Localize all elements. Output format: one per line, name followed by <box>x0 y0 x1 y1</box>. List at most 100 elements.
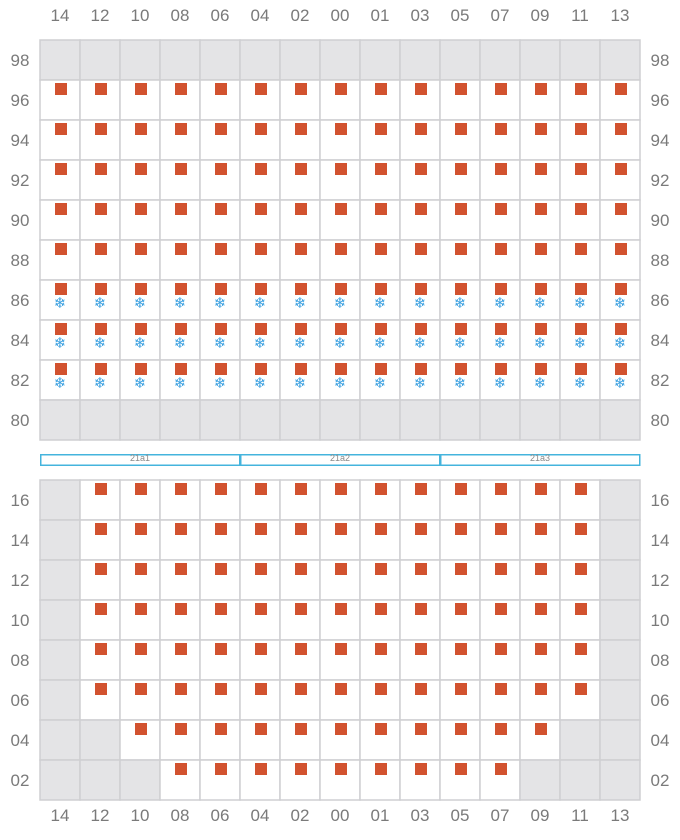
unavailable-slot <box>119 39 161 81</box>
row-label-left: 92 <box>11 171 30 190</box>
container-square-icon <box>255 123 267 135</box>
container-square-icon <box>295 483 307 495</box>
snowflake-icon: ❄ <box>294 374 307 392</box>
container-square-icon <box>215 763 227 775</box>
row-label-right: 90 <box>651 211 670 230</box>
container-square-icon <box>455 483 467 495</box>
unavailable-slot <box>519 759 561 801</box>
column-label: 01 <box>371 6 390 25</box>
container-square-icon <box>255 283 267 295</box>
column-label: 06 <box>211 806 230 825</box>
container-square-icon <box>455 163 467 175</box>
bay-slot[interactable] <box>239 119 281 161</box>
container-square-icon <box>535 163 547 175</box>
container-square-icon <box>135 603 147 615</box>
row-label-right: 04 <box>651 731 670 750</box>
hatch-cover-21a2[interactable] <box>240 454 441 466</box>
container-square-icon <box>255 683 267 695</box>
bay-slot[interactable] <box>79 119 121 161</box>
container-square-icon <box>55 283 67 295</box>
container-square-icon <box>495 283 507 295</box>
container-square-icon <box>535 363 547 375</box>
container-square-icon <box>135 203 147 215</box>
container-square-icon <box>535 123 547 135</box>
bay-slot[interactable] <box>239 759 281 801</box>
lower-bay: 16 16 14 14 12 12 10 10 08 08 06 06 04 04 02 02 <box>11 479 670 801</box>
container-square-icon <box>255 483 267 495</box>
container-square-icon <box>295 603 307 615</box>
container-square-icon <box>535 603 547 615</box>
unavailable-slot <box>239 39 281 81</box>
container-square-icon <box>335 283 347 295</box>
container-square-icon <box>255 523 267 535</box>
container-square-icon <box>375 243 387 255</box>
container-square-icon <box>295 243 307 255</box>
row-label-right: 86 <box>651 291 670 310</box>
row-label-left: 04 <box>11 731 30 750</box>
container-square-icon <box>415 603 427 615</box>
container-square-icon <box>575 243 587 255</box>
container-square-icon <box>535 643 547 655</box>
container-square-icon <box>535 523 547 535</box>
row-label-left: 84 <box>11 331 30 350</box>
container-square-icon <box>375 323 387 335</box>
unavailable-slot <box>39 399 81 441</box>
container-square-icon <box>175 683 187 695</box>
hatch-label: 21a1 <box>130 453 150 463</box>
snowflake-icon: ❄ <box>214 374 227 392</box>
unavailable-slot <box>399 39 441 81</box>
container-square-icon <box>535 83 547 95</box>
container-square-icon <box>495 563 507 575</box>
container-square-icon <box>415 243 427 255</box>
container-square-icon <box>415 643 427 655</box>
container-square-icon <box>575 683 587 695</box>
container-square-icon <box>135 483 147 495</box>
unavailable-slot <box>39 759 81 801</box>
unavailable-slot <box>599 399 641 441</box>
container-square-icon <box>175 563 187 575</box>
container-square-icon <box>535 683 547 695</box>
container-square-icon <box>335 123 347 135</box>
unavailable-slot <box>39 639 81 681</box>
container-square-icon <box>255 603 267 615</box>
container-square-icon <box>615 83 627 95</box>
bay-slot[interactable] <box>479 239 521 281</box>
container-square-icon <box>415 563 427 575</box>
row-label-left: 14 <box>11 531 30 550</box>
container-square-icon <box>455 203 467 215</box>
hatch-cover-21a1[interactable] <box>40 454 241 466</box>
container-square-icon <box>215 83 227 95</box>
bay-slot[interactable] <box>39 159 81 201</box>
bay-slot[interactable] <box>159 239 201 281</box>
container-square-icon <box>295 163 307 175</box>
hatch-cover-21a3[interactable] <box>440 454 641 466</box>
container-square-icon <box>575 163 587 175</box>
row-label-right: 94 <box>651 131 670 150</box>
container-square-icon <box>95 643 107 655</box>
column-label: 05 <box>451 806 470 825</box>
container-square-icon <box>335 563 347 575</box>
hatch-cover-strip: 21a1 21a2 21a3 <box>40 453 641 466</box>
snowflake-icon: ❄ <box>294 294 307 312</box>
container-square-icon <box>575 483 587 495</box>
column-label: 06 <box>211 6 230 25</box>
container-square-icon <box>95 323 107 335</box>
container-square-icon <box>375 683 387 695</box>
container-square-icon <box>295 723 307 735</box>
unavailable-slot <box>319 399 361 441</box>
container-square-icon <box>135 283 147 295</box>
snowflake-icon: ❄ <box>214 294 227 312</box>
container-square-icon <box>375 203 387 215</box>
unavailable-slot <box>39 559 81 601</box>
container-square-icon <box>215 243 227 255</box>
bay-slot[interactable] <box>359 479 401 521</box>
container-square-icon <box>175 203 187 215</box>
container-square-icon <box>95 83 107 95</box>
snowflake-icon: ❄ <box>94 294 107 312</box>
snowflake-icon: ❄ <box>454 334 467 352</box>
row-label-right: 08 <box>651 651 670 670</box>
snowflake-icon: ❄ <box>334 294 347 312</box>
container-square-icon <box>175 243 187 255</box>
bay-slot[interactable] <box>279 159 321 201</box>
